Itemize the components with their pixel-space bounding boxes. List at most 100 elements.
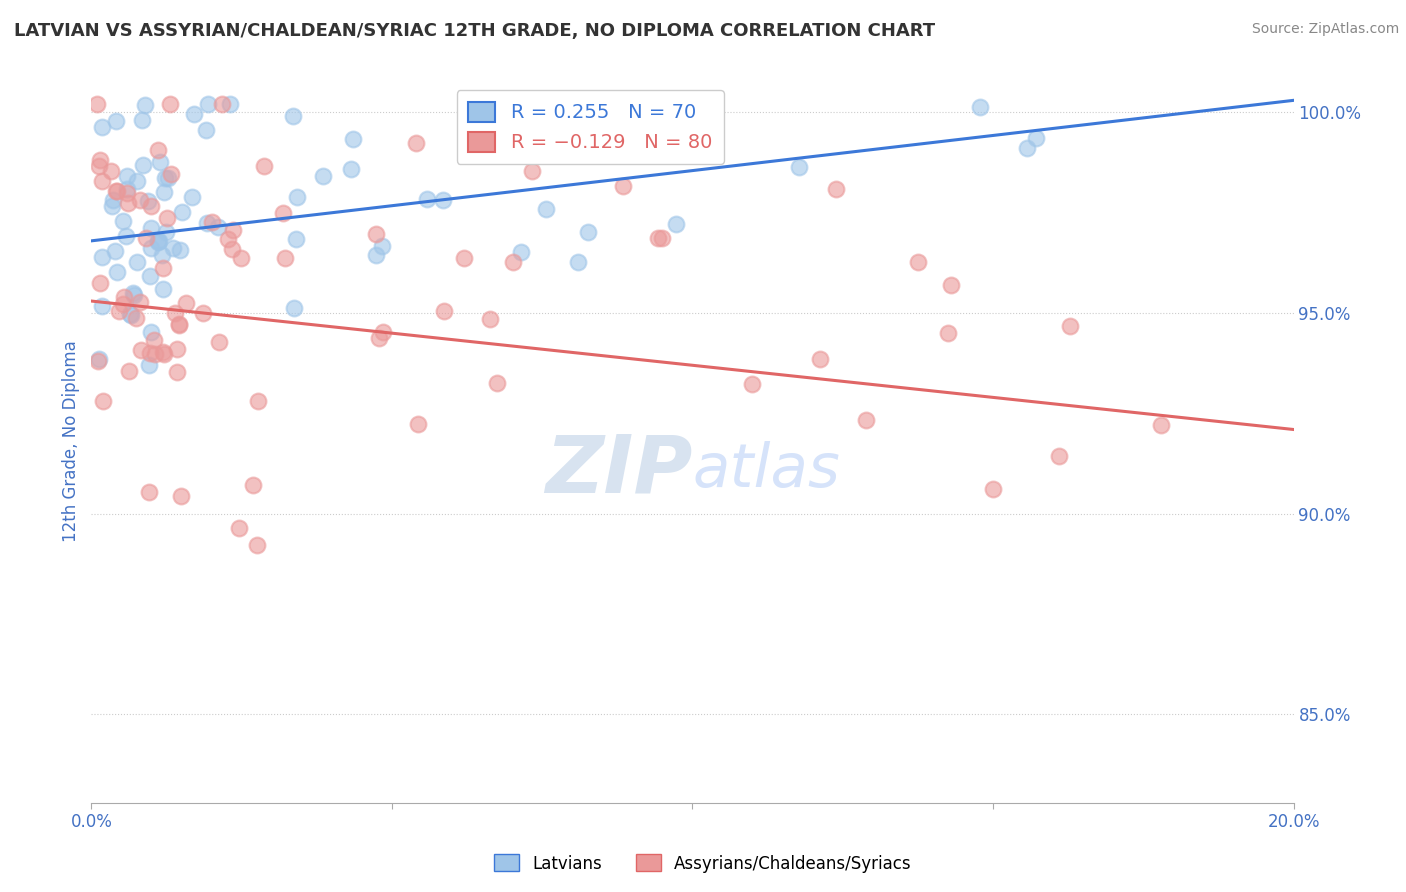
Point (502, 255, 524, 269)
Point (150, 247, 173, 261)
Point (117, 169, 139, 183)
Point (129, 294, 152, 309)
Point (87, 352, 110, 367)
Point (155, 225, 177, 239)
Legend: Latvians, Assyrians/Chaldeans/Syriacs: Latvians, Assyrians/Chaldeans/Syriacs (488, 847, 918, 880)
Point (936, 326, 959, 341)
Point (152, 185, 174, 199)
Point (194, 123, 217, 137)
Point (167, 317, 190, 331)
Point (152, 260, 174, 275)
Point (104, 244, 127, 259)
Point (665, 217, 688, 231)
Point (367, 331, 389, 345)
Point (939, 278, 962, 293)
Point (246, 393, 269, 408)
Point (789, 161, 811, 175)
Point (221, 243, 243, 257)
Point (285, 190, 308, 204)
Point (152, 347, 174, 361)
Point (191, 306, 214, 320)
Point (231, 252, 253, 266)
Point (509, 244, 531, 259)
Point (371, 325, 394, 339)
Point (478, 312, 501, 326)
Point (1047, 450, 1070, 464)
Point (122, 285, 145, 300)
Point (89, 276, 111, 290)
Point (274, 251, 297, 265)
Point (432, 193, 454, 207)
Point (105, 184, 128, 198)
Point (87, 159, 110, 173)
Legend: R = 0.255   N = 70, R = −0.129   N = 80: R = 0.255 N = 70, R = −0.129 N = 80 (457, 90, 724, 164)
Point (122, 288, 145, 302)
Point (284, 232, 307, 246)
Point (207, 335, 229, 350)
Point (1059, 319, 1081, 334)
Point (855, 413, 877, 427)
Text: Source: ZipAtlas.com: Source: ZipAtlas.com (1251, 22, 1399, 37)
Point (183, 107, 205, 121)
Point (101, 193, 124, 207)
Point (86, 97, 108, 112)
Point (159, 97, 181, 112)
Point (907, 255, 929, 269)
Point (340, 162, 363, 177)
Point (181, 190, 204, 204)
Point (91, 393, 114, 408)
Point (141, 199, 163, 213)
Point (90, 120, 112, 134)
Point (253, 159, 276, 173)
Point (211, 97, 233, 112)
Point (115, 182, 138, 196)
Point (131, 343, 153, 357)
Point (222, 222, 245, 236)
Point (342, 132, 364, 146)
Point (91, 299, 114, 313)
Point (201, 214, 224, 228)
Point (127, 255, 149, 269)
Point (576, 225, 599, 239)
Point (647, 231, 669, 245)
Point (673, 131, 696, 145)
Point (139, 221, 162, 235)
Point (207, 220, 229, 235)
Point (195, 215, 218, 229)
Point (217, 232, 239, 246)
Point (152, 345, 174, 359)
Point (153, 171, 176, 186)
Point (825, 181, 848, 195)
Point (983, 483, 1005, 497)
Point (406, 417, 429, 432)
Text: atlas: atlas (692, 441, 841, 500)
Point (485, 376, 508, 390)
Point (283, 109, 305, 123)
Point (166, 342, 188, 356)
Point (271, 206, 294, 220)
Point (139, 346, 162, 360)
Point (148, 234, 170, 248)
Point (104, 184, 127, 198)
Point (1150, 417, 1173, 432)
Point (149, 155, 172, 169)
Point (312, 169, 335, 183)
Point (89, 153, 111, 167)
Point (134, 98, 156, 112)
Point (139, 269, 162, 284)
Point (741, 376, 763, 391)
Point (87, 353, 110, 368)
Point (118, 364, 141, 378)
Point (108, 304, 131, 318)
Point (453, 251, 475, 265)
Point (572, 97, 595, 112)
Point (100, 199, 122, 213)
Point (162, 241, 184, 255)
Point (534, 202, 557, 216)
Point (139, 325, 162, 339)
Point (612, 179, 634, 194)
Point (117, 196, 139, 211)
Point (146, 235, 169, 250)
Point (169, 244, 191, 258)
Text: LATVIAN VS ASSYRIAN/CHALDEAN/SYRIAC 12TH GRADE, NO DIPLOMA CORRELATION CHART: LATVIAN VS ASSYRIAN/CHALDEAN/SYRIAC 12TH… (14, 22, 935, 40)
